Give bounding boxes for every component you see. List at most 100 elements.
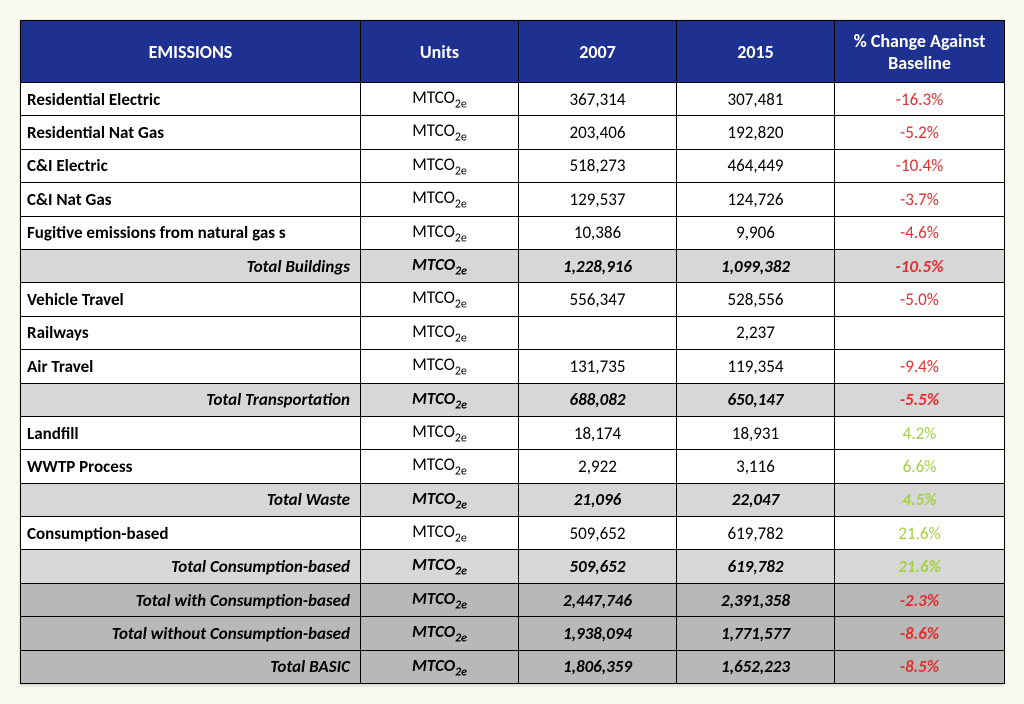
row-label: Total Buildings [21, 249, 361, 282]
row-units: MTCO2e [361, 216, 519, 249]
row-2007: 509,652 [519, 550, 677, 583]
table-row: C&I ElectricMTCO2e518,273464,449-10.4% [21, 149, 1005, 182]
row-2007: 21,096 [519, 483, 677, 516]
row-pct-change: -8.6% [835, 617, 1005, 650]
row-2007: 2,922 [519, 450, 677, 483]
row-label: Total Waste [21, 483, 361, 516]
row-label: Total BASIC [21, 650, 361, 683]
table-row: Vehicle TravelMTCO2e556,347528,556-5.0% [21, 283, 1005, 316]
table-row: Residential ElectricMTCO2e367,314307,481… [21, 83, 1005, 116]
row-label: Total Transportation [21, 383, 361, 416]
row-label: Vehicle Travel [21, 283, 361, 316]
table-row: Total without Consumption-basedMTCO2e1,9… [21, 617, 1005, 650]
row-units: MTCO2e [361, 450, 519, 483]
row-pct-change: -3.7% [835, 183, 1005, 216]
row-2007: 1,228,916 [519, 249, 677, 282]
table-header: EMISSIONS Units 2007 2015 % Change Again… [21, 21, 1005, 83]
row-units: MTCO2e [361, 416, 519, 449]
table-row: RailwaysMTCO2e2,237 [21, 316, 1005, 349]
row-pct-change: -10.4% [835, 149, 1005, 182]
row-pct-change: 21.6% [835, 517, 1005, 550]
table-row: Total BASICMTCO2e1,806,3591,652,223-8.5% [21, 650, 1005, 683]
col-header-2015: 2015 [677, 21, 835, 83]
row-units: MTCO2e [361, 316, 519, 349]
table-row: Total TransportationMTCO2e688,082650,147… [21, 383, 1005, 416]
row-2015: 22,047 [677, 483, 835, 516]
row-label: WWTP Process [21, 450, 361, 483]
row-2015: 9,906 [677, 216, 835, 249]
row-units: MTCO2e [361, 183, 519, 216]
row-2015: 2,391,358 [677, 583, 835, 616]
row-units: MTCO2e [361, 483, 519, 516]
row-pct-change: -8.5% [835, 650, 1005, 683]
row-2007: 1,806,359 [519, 650, 677, 683]
row-pct-change: -5.5% [835, 383, 1005, 416]
row-2007: 203,406 [519, 116, 677, 149]
table-row: Residential Nat GasMTCO2e203,406192,820-… [21, 116, 1005, 149]
row-2007: 10,386 [519, 216, 677, 249]
row-2015: 464,449 [677, 149, 835, 182]
row-pct-change: -5.2% [835, 116, 1005, 149]
row-2015: 18,931 [677, 416, 835, 449]
row-units: MTCO2e [361, 650, 519, 683]
row-units: MTCO2e [361, 550, 519, 583]
row-2015: 1,771,577 [677, 617, 835, 650]
emissions-table-container: EMISSIONS Units 2007 2015 % Change Again… [20, 20, 1004, 684]
row-label: Residential Electric [21, 83, 361, 116]
row-pct-change: -16.3% [835, 83, 1005, 116]
row-2015: 307,481 [677, 83, 835, 116]
row-units: MTCO2e [361, 517, 519, 550]
table-row: Total Consumption-basedMTCO2e509,652619,… [21, 550, 1005, 583]
row-units: MTCO2e [361, 617, 519, 650]
row-2015: 124,726 [677, 183, 835, 216]
row-units: MTCO2e [361, 116, 519, 149]
row-2015: 3,116 [677, 450, 835, 483]
row-pct-change: -5.0% [835, 283, 1005, 316]
row-pct-change: 4.2% [835, 416, 1005, 449]
row-label: C&I Nat Gas [21, 183, 361, 216]
row-units: MTCO2e [361, 383, 519, 416]
row-pct-change: -4.6% [835, 216, 1005, 249]
row-2007: 131,735 [519, 350, 677, 383]
row-pct-change: 6.6% [835, 450, 1005, 483]
row-label: C&I Electric [21, 149, 361, 182]
row-pct-change [835, 316, 1005, 349]
row-units: MTCO2e [361, 583, 519, 616]
row-label: Total Consumption-based [21, 550, 361, 583]
row-units: MTCO2e [361, 350, 519, 383]
table-row: Total with Consumption-basedMTCO2e2,447,… [21, 583, 1005, 616]
row-pct-change: 4.5% [835, 483, 1005, 516]
row-label: Fugitive emissions from natural gas s [21, 216, 361, 249]
table-row: Total WasteMTCO2e21,09622,0474.5% [21, 483, 1005, 516]
row-units: MTCO2e [361, 249, 519, 282]
table-row: Consumption-basedMTCO2e509,652619,78221.… [21, 517, 1005, 550]
row-pct-change: 21.6% [835, 550, 1005, 583]
row-2007: 18,174 [519, 416, 677, 449]
row-2007: 1,938,094 [519, 617, 677, 650]
col-header-2007: 2007 [519, 21, 677, 83]
row-2007: 129,537 [519, 183, 677, 216]
row-2007: 556,347 [519, 283, 677, 316]
row-2015: 528,556 [677, 283, 835, 316]
row-2015: 619,782 [677, 550, 835, 583]
row-2007: 518,273 [519, 149, 677, 182]
table-row: Total BuildingsMTCO2e1,228,9161,099,382-… [21, 249, 1005, 282]
row-label: Consumption-based [21, 517, 361, 550]
col-header-units: Units [361, 21, 519, 83]
row-pct-change: -9.4% [835, 350, 1005, 383]
row-label: Air Travel [21, 350, 361, 383]
row-2015: 1,099,382 [677, 249, 835, 282]
row-label: Total without Consumption-based [21, 617, 361, 650]
row-label: Total with Consumption-based [21, 583, 361, 616]
table-row: WWTP ProcessMTCO2e2,9223,1166.6% [21, 450, 1005, 483]
row-label: Residential Nat Gas [21, 116, 361, 149]
table-row: Air TravelMTCO2e131,735119,354-9.4% [21, 350, 1005, 383]
row-label: Landfill [21, 416, 361, 449]
row-pct-change: -10.5% [835, 249, 1005, 282]
row-2007: 688,082 [519, 383, 677, 416]
row-2007 [519, 316, 677, 349]
col-header-emissions: EMISSIONS [21, 21, 361, 83]
row-units: MTCO2e [361, 283, 519, 316]
row-units: MTCO2e [361, 83, 519, 116]
col-header-change: % Change Against Baseline [835, 21, 1005, 83]
